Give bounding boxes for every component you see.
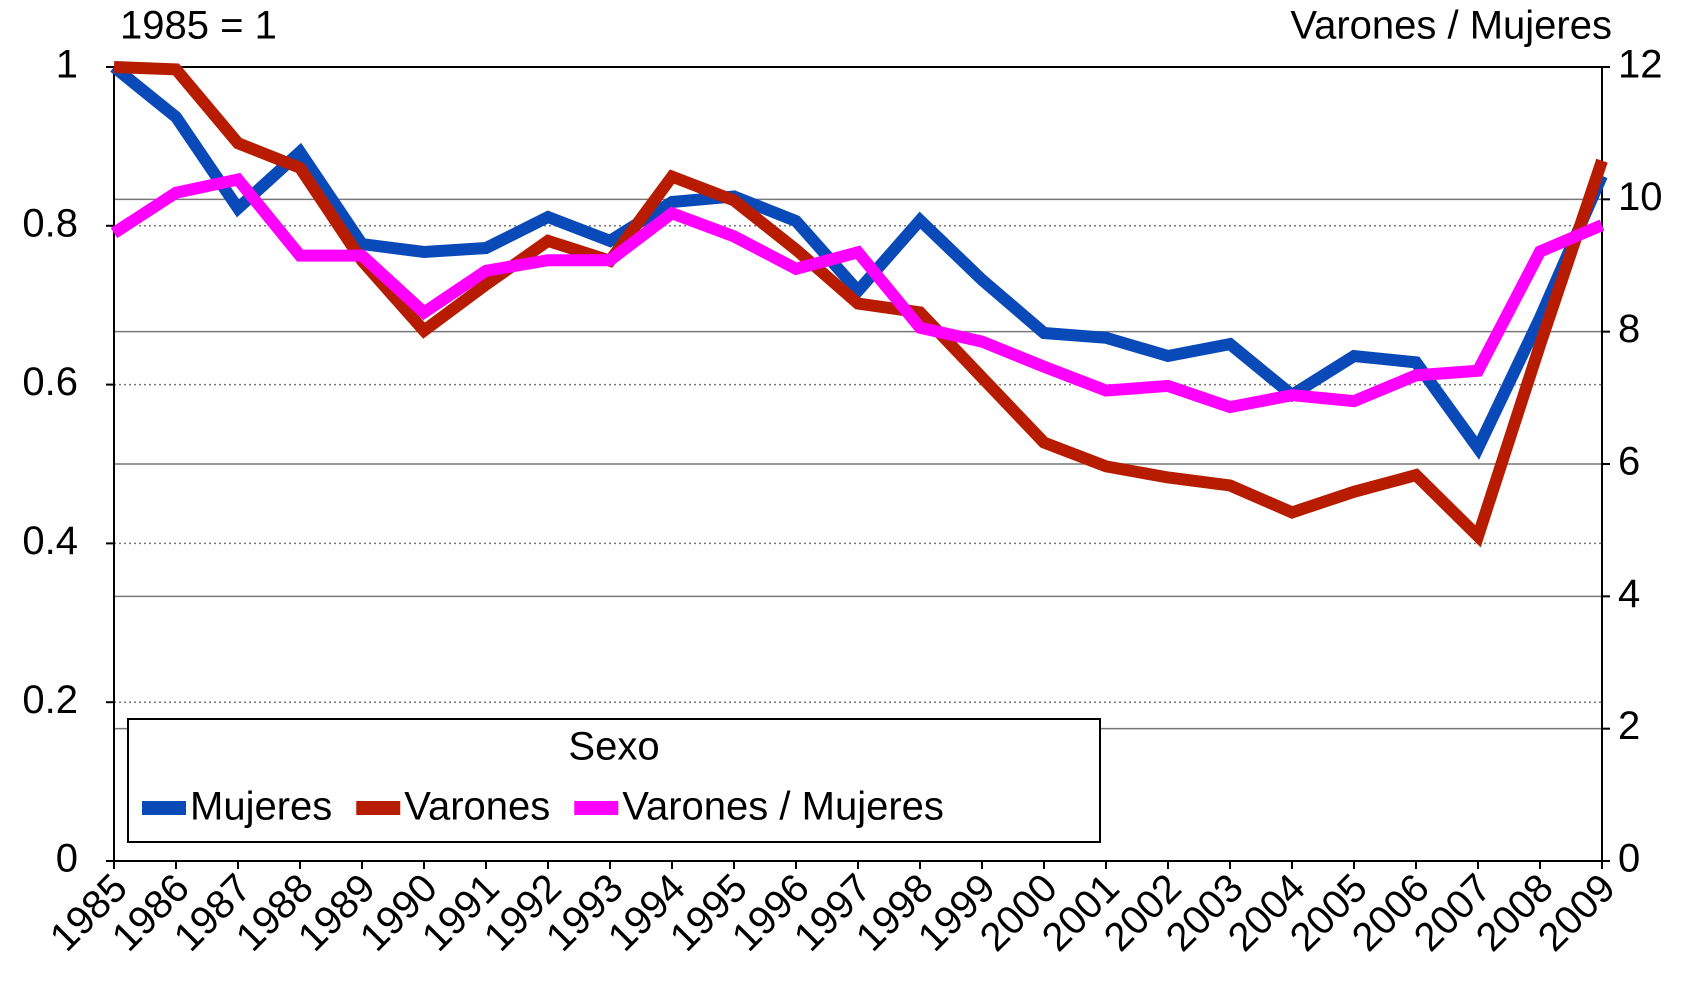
y-axis-label: 1985 = 1 — [120, 4, 277, 48]
y-tick-label: 0.2 — [22, 678, 78, 722]
y-tick-label: 0 — [56, 837, 78, 881]
y2-tick-label: 12 — [1618, 43, 1663, 87]
y-tick-label: 0.8 — [22, 201, 78, 245]
legend-label: Mujeres — [190, 785, 332, 829]
y2-tick-label: 4 — [1618, 572, 1640, 616]
y2-tick-label: 6 — [1618, 440, 1640, 484]
y2-tick-label: 2 — [1618, 704, 1640, 748]
legend-label: Varones / Mujeres — [622, 785, 944, 829]
y2-tick-label: 10 — [1618, 175, 1663, 219]
legend-label: Varones — [404, 785, 550, 829]
y-tick-label: 0.6 — [22, 360, 78, 404]
series-line — [110, 62, 1608, 460]
y-tick-label: 0.4 — [22, 519, 78, 563]
legend-swatch — [142, 801, 186, 815]
legend-swatch — [356, 801, 401, 815]
legend-swatch — [574, 801, 619, 815]
y2-axis-label: Varones / Mujeres — [1290, 4, 1612, 48]
series-line — [110, 172, 1605, 414]
y2-tick-label: 8 — [1618, 307, 1640, 351]
legend-title: Sexo — [568, 725, 659, 769]
y2-tick-label: 0 — [1618, 837, 1640, 881]
legend-box — [127, 718, 1101, 843]
y-tick-label: 1 — [56, 43, 78, 87]
